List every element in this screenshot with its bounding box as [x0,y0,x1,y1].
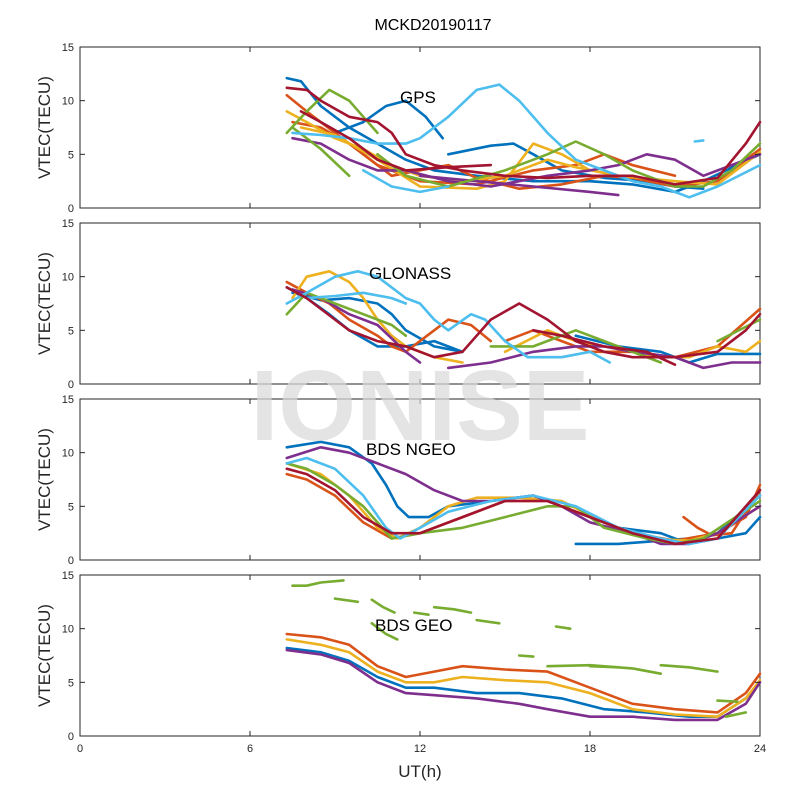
y-tick-label: 15 [62,218,74,230]
figure-title: MCKD20190117 [374,17,491,34]
panel-4: 0 5 10 15 0 6 12 18 24 BDS GEO VTEC(TECU) [35,570,766,755]
y-axis-label: VTEC(TECU) [35,76,54,179]
y-axis-label: VTEC(TECU) [35,428,54,531]
panel-2: 0 5 10 15 GLONASS VTEC(TECU) [35,218,762,391]
y-tick-label: 0 [68,555,74,567]
series-line-5 [291,579,345,587]
series-line-12 [554,625,572,630]
x-tick-label: 18 [584,743,596,755]
y-tick-label: 0 [68,379,74,391]
series-line-18 [724,711,748,718]
panels: 0 5 10 15 GPS VTEC(TECU) 0 5 10 15 GLONASS VTEC(TEC… [35,42,766,755]
x-tick-label: 0 [77,743,83,755]
series-line-2 [285,632,762,714]
panel-3: 0 5 10 15 BDS NGEO VTEC(TECU) [35,394,762,567]
series-line-9 [418,174,620,197]
panel-label: BDS NGEO [366,440,456,459]
watermark-text: IONISE [251,350,590,462]
y-tick-label: 5 [68,501,74,513]
series-line-16 [659,663,719,673]
series-line-13 [285,270,612,364]
series-line-9 [285,467,762,546]
plot-area [79,574,761,737]
series-line-16 [285,86,762,186]
series-line-3 [285,638,762,718]
x-tick-label: 6 [247,743,253,755]
series-line-2 [333,99,444,140]
panel-label: BDS GEO [375,616,452,635]
y-tick-label: 15 [62,570,74,582]
series-line-6 [333,597,359,604]
series-line-8 [291,136,762,188]
x-tick-label: 24 [754,743,766,755]
y-axis-label: VTEC(TECU) [35,252,54,355]
series-line-6 [285,110,762,186]
y-tick-label: 0 [68,731,74,743]
y-tick-label: 15 [62,394,74,406]
y-tick-label: 0 [68,203,74,215]
series-line-15 [693,139,705,143]
y-axis-label: VTEC(TECU) [35,604,54,707]
series-line-15 [285,286,762,359]
series-line-16 [532,329,677,366]
series-line-14 [362,169,450,194]
series-line-9 [413,611,430,616]
series-line-8 [285,456,762,546]
series-line-10 [432,605,473,614]
series-line-7 [370,598,396,614]
series-line-17 [716,699,739,703]
x-axis-label: UT(h) [398,762,441,781]
series-line-13 [517,654,535,658]
series-line-4 [285,648,762,722]
series-line-15 [588,664,620,669]
series-line-1 [285,76,762,194]
series-line-11 [489,329,663,364]
y-tick-label: 15 [62,42,74,54]
x-tick-label: 12 [414,743,426,755]
y-tick-label: 10 [62,624,74,636]
series-line-11 [475,618,501,625]
panel-label: GPS [400,88,436,107]
panel-1: 0 5 10 15 GPS VTEC(TECU) [35,42,762,215]
y-tick-label: 10 [62,96,74,108]
series-line-8 [370,622,399,641]
series-line-14 [305,291,408,305]
series-line-17 [299,110,493,172]
y-tick-label: 10 [62,448,74,460]
y-tick-label: 10 [62,272,74,284]
y-tick-label: 5 [68,149,74,161]
y-tick-label: 5 [68,325,74,337]
panel-label: GLONASS [369,264,451,283]
series-line-13 [291,83,762,199]
y-tick-label: 5 [68,677,74,689]
series-line-12 [376,140,762,188]
